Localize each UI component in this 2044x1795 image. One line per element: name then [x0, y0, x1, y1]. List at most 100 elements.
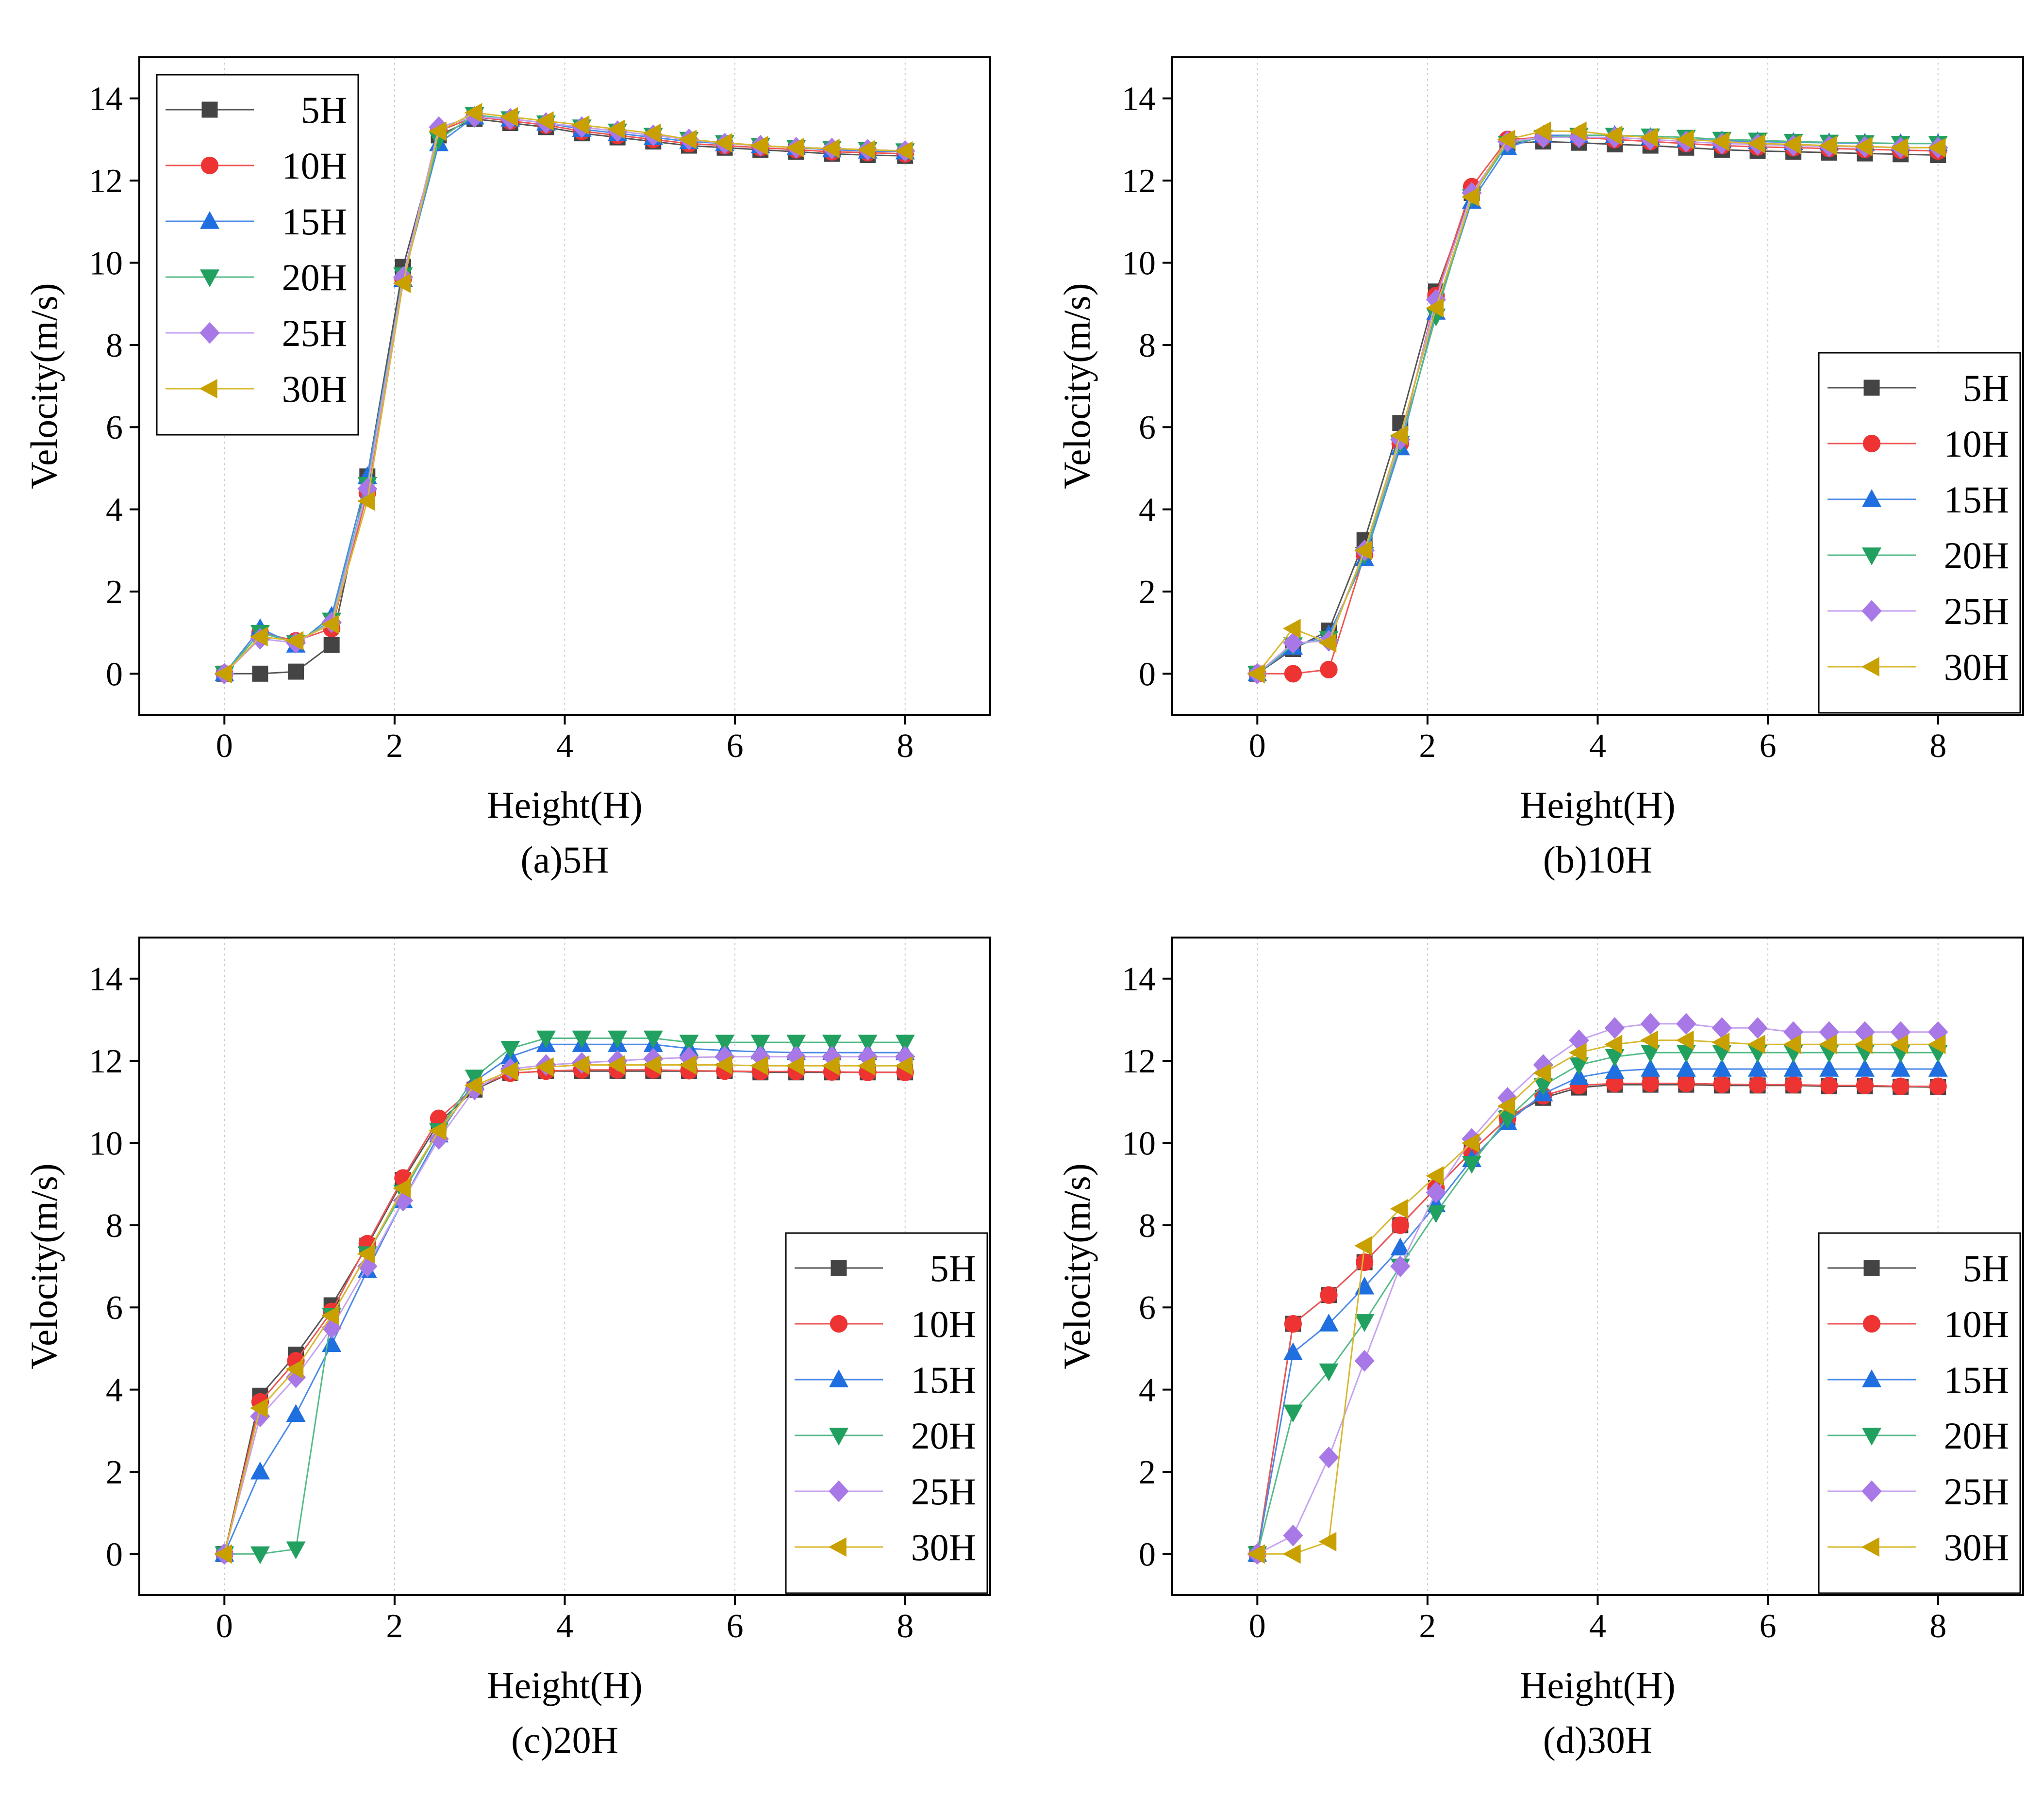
x-tick-label: 6 — [727, 1608, 744, 1645]
data-point — [1712, 1058, 1732, 1077]
data-point — [1283, 1404, 1303, 1423]
x-tick-label: 4 — [1589, 1608, 1606, 1645]
data-point — [1568, 121, 1587, 141]
y-tick-label: 12 — [89, 1043, 123, 1080]
legend-marker — [830, 1315, 848, 1333]
data-point — [679, 130, 697, 149]
series-line — [1256, 1052, 1938, 1554]
legend-label: 20H — [911, 1415, 976, 1457]
y-axis-label: Velocity(m/s) — [1056, 283, 1098, 489]
legend-label: 10H — [911, 1303, 976, 1345]
legend-label: 10H — [1944, 423, 2009, 465]
y-tick-label: 0 — [106, 1536, 123, 1573]
data-point — [1891, 1058, 1911, 1077]
x-axis-label: Height(H) — [1520, 784, 1676, 826]
data-point — [571, 1055, 590, 1075]
legend-marker — [199, 211, 220, 229]
x-tick-label: 2 — [386, 1608, 403, 1645]
legend-box — [156, 74, 359, 436]
data-point — [1356, 1253, 1374, 1271]
data-point — [1247, 664, 1265, 684]
data-point — [1355, 1314, 1375, 1332]
data-point — [857, 1056, 876, 1076]
y-axis-label: Velocity(m/s) — [23, 1163, 65, 1369]
data-point — [1283, 1342, 1303, 1361]
data-point — [464, 1075, 482, 1095]
data-point — [608, 1030, 628, 1049]
data-point — [1320, 1286, 1338, 1304]
x-tick-label: 0 — [216, 1608, 233, 1645]
y-tick-label: 2 — [106, 574, 123, 611]
data-point — [285, 631, 304, 651]
data-point — [1390, 1255, 1411, 1277]
legend-label: 5H — [930, 1247, 976, 1289]
data-point — [643, 123, 661, 143]
legend-marker — [1861, 1537, 1879, 1557]
y-tick-label: 8 — [1139, 327, 1156, 364]
data-point — [1462, 1133, 1479, 1153]
data-point — [1748, 1058, 1768, 1077]
data-point — [643, 1030, 663, 1049]
data-point — [1318, 633, 1337, 653]
data-point — [1890, 1035, 1909, 1054]
x-tick-label: 6 — [1760, 727, 1777, 765]
y-tick-label: 0 — [106, 656, 123, 693]
legend-marker — [200, 156, 219, 175]
legend-marker — [199, 379, 217, 399]
y-tick-label: 8 — [1139, 1207, 1156, 1245]
y-tick-label: 10 — [1122, 1125, 1156, 1162]
series-30H — [214, 1055, 913, 1564]
legend-label: 25H — [1944, 590, 2009, 632]
data-point — [429, 121, 447, 141]
legend-marker — [829, 1369, 849, 1387]
data-point — [1676, 1013, 1696, 1035]
data-point — [1890, 138, 1909, 158]
data-point — [895, 141, 913, 161]
data-point — [1391, 1216, 1409, 1234]
data-point — [1605, 1061, 1625, 1079]
x-tick-label: 2 — [1419, 727, 1436, 765]
legend-marker — [1861, 1428, 1882, 1446]
data-point — [1747, 1035, 1765, 1054]
data-point — [1319, 1363, 1339, 1382]
legend-marker — [1862, 434, 1881, 453]
y-tick-label: 6 — [106, 409, 123, 446]
data-point — [1426, 1181, 1446, 1203]
data-point — [285, 1359, 304, 1379]
legend-marker — [199, 322, 220, 344]
chart-panel: 0 2 4 6 8 0 2 4 6 8 10 12 14 Height(H) (c)20H Velocity(… — [23, 937, 991, 1761]
data-point — [1283, 1524, 1303, 1547]
data-point — [1604, 125, 1623, 145]
data-point — [822, 1035, 842, 1053]
legend-marker — [1861, 1369, 1882, 1387]
data-point — [1390, 1199, 1408, 1219]
data-point — [1748, 1076, 1767, 1094]
data-point — [357, 1244, 375, 1264]
data-point — [249, 627, 268, 647]
y-tick-label: 14 — [89, 81, 123, 118]
y-tick-label: 10 — [89, 245, 123, 282]
y-tick-label: 10 — [89, 1125, 123, 1162]
x-tick-label: 2 — [386, 727, 403, 765]
data-point — [1854, 1035, 1873, 1054]
legend-marker — [1863, 379, 1880, 396]
legend-box — [785, 1232, 988, 1594]
data-point — [535, 1057, 554, 1077]
data-point — [357, 491, 375, 511]
legend-marker — [829, 1480, 849, 1502]
data-point — [1354, 1236, 1372, 1256]
legend-marker — [1863, 1260, 1880, 1276]
data-point — [321, 1306, 339, 1326]
y-tick-label: 8 — [106, 1207, 123, 1245]
x-tick-label: 0 — [216, 727, 233, 765]
panel-caption: (c)20H — [511, 1719, 618, 1761]
data-point — [1892, 1077, 1910, 1095]
legend-marker — [201, 101, 218, 118]
y-tick-label: 10 — [1122, 245, 1156, 282]
data-point — [1855, 1058, 1875, 1077]
legend-label: 5H — [1963, 367, 2009, 409]
legend-marker — [1862, 1315, 1881, 1333]
x-tick-label: 8 — [897, 1608, 914, 1645]
legend-marker — [1861, 489, 1882, 507]
